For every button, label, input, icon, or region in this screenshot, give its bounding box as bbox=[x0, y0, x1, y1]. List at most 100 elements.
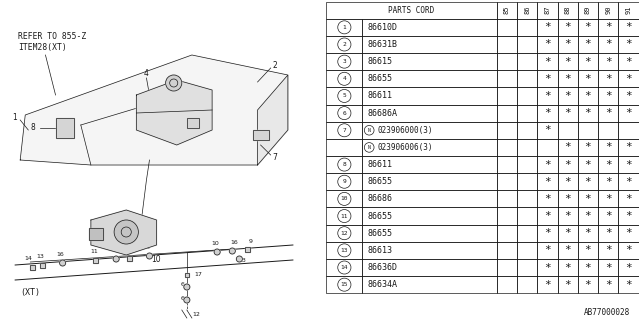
Bar bbox=[557, 207, 578, 225]
Circle shape bbox=[229, 248, 236, 254]
Text: 89: 89 bbox=[585, 6, 591, 14]
Text: *: * bbox=[625, 177, 632, 187]
Bar bbox=[618, 36, 639, 53]
Text: *: * bbox=[564, 211, 571, 221]
Bar bbox=[326, 190, 362, 207]
Bar bbox=[40, 262, 45, 268]
Text: *: * bbox=[605, 280, 612, 290]
Bar bbox=[30, 265, 35, 269]
Text: *: * bbox=[605, 142, 612, 152]
Bar bbox=[362, 36, 497, 53]
Bar bbox=[245, 246, 250, 252]
Circle shape bbox=[114, 220, 138, 244]
Bar bbox=[578, 207, 598, 225]
Bar bbox=[557, 276, 578, 293]
Bar bbox=[598, 2, 618, 19]
Bar bbox=[537, 225, 557, 242]
Text: *: * bbox=[584, 39, 591, 50]
Text: 10: 10 bbox=[340, 196, 348, 201]
Text: 86615: 86615 bbox=[368, 57, 393, 66]
Bar bbox=[326, 242, 362, 259]
Bar bbox=[497, 53, 517, 70]
Text: *: * bbox=[625, 57, 632, 67]
Text: 13: 13 bbox=[36, 254, 44, 259]
Text: 86655: 86655 bbox=[368, 212, 393, 220]
Bar bbox=[557, 139, 578, 156]
Text: *: * bbox=[605, 262, 612, 273]
Bar bbox=[517, 2, 537, 19]
Bar bbox=[598, 207, 618, 225]
Bar bbox=[497, 139, 517, 156]
Bar bbox=[326, 259, 362, 276]
Bar bbox=[598, 190, 618, 207]
Bar bbox=[517, 122, 537, 139]
Text: *: * bbox=[544, 228, 551, 238]
Bar bbox=[598, 122, 618, 139]
Text: 16: 16 bbox=[230, 240, 238, 245]
Bar bbox=[497, 276, 517, 293]
Bar bbox=[89, 228, 103, 240]
Bar bbox=[618, 276, 639, 293]
Bar bbox=[517, 242, 537, 259]
Text: *: * bbox=[564, 22, 571, 32]
Text: *: * bbox=[564, 177, 571, 187]
Bar bbox=[618, 173, 639, 190]
Text: N: N bbox=[368, 128, 371, 133]
Bar bbox=[517, 225, 537, 242]
Text: 15: 15 bbox=[124, 247, 131, 252]
Text: *: * bbox=[584, 194, 591, 204]
Bar bbox=[362, 70, 497, 87]
Text: 85: 85 bbox=[504, 6, 510, 14]
Bar bbox=[517, 139, 537, 156]
Polygon shape bbox=[257, 75, 288, 165]
Bar bbox=[326, 105, 362, 122]
Bar bbox=[618, 53, 639, 70]
Text: 90: 90 bbox=[605, 6, 611, 14]
Text: 16: 16 bbox=[57, 252, 65, 257]
Text: *: * bbox=[625, 22, 632, 32]
Bar bbox=[326, 87, 362, 105]
Circle shape bbox=[214, 249, 220, 255]
Text: 6: 6 bbox=[180, 295, 185, 300]
Text: ITEM28(XT): ITEM28(XT) bbox=[18, 43, 67, 52]
Text: *: * bbox=[564, 91, 571, 101]
Text: 13: 13 bbox=[239, 258, 246, 263]
Bar bbox=[598, 105, 618, 122]
Bar bbox=[557, 190, 578, 207]
Text: 5: 5 bbox=[112, 248, 116, 253]
Bar bbox=[578, 122, 598, 139]
Bar bbox=[618, 156, 639, 173]
Text: *: * bbox=[544, 211, 551, 221]
Text: 86613: 86613 bbox=[368, 246, 393, 255]
Text: 86655: 86655 bbox=[368, 74, 393, 83]
Bar bbox=[517, 173, 537, 190]
Text: 86611: 86611 bbox=[368, 92, 393, 100]
Text: *: * bbox=[584, 280, 591, 290]
Bar bbox=[326, 2, 497, 19]
Text: *: * bbox=[544, 39, 551, 50]
Bar bbox=[537, 122, 557, 139]
Text: *: * bbox=[605, 245, 612, 255]
Bar bbox=[557, 105, 578, 122]
Text: *: * bbox=[605, 108, 612, 118]
Bar bbox=[187, 118, 199, 128]
Bar bbox=[517, 207, 537, 225]
Bar bbox=[40, 262, 45, 268]
Bar bbox=[598, 259, 618, 276]
Bar bbox=[253, 130, 269, 140]
Bar bbox=[362, 173, 497, 190]
Text: *: * bbox=[605, 39, 612, 50]
Text: PARTS CORD: PARTS CORD bbox=[388, 6, 435, 15]
Text: 86610D: 86610D bbox=[368, 23, 397, 32]
Text: *: * bbox=[544, 160, 551, 170]
Bar bbox=[578, 259, 598, 276]
Bar bbox=[578, 87, 598, 105]
Text: *: * bbox=[605, 57, 612, 67]
Text: *: * bbox=[544, 177, 551, 187]
Text: *: * bbox=[605, 74, 612, 84]
Text: 6: 6 bbox=[180, 283, 185, 287]
Bar bbox=[618, 87, 639, 105]
Bar bbox=[537, 190, 557, 207]
Bar bbox=[362, 87, 497, 105]
Text: *: * bbox=[584, 142, 591, 152]
